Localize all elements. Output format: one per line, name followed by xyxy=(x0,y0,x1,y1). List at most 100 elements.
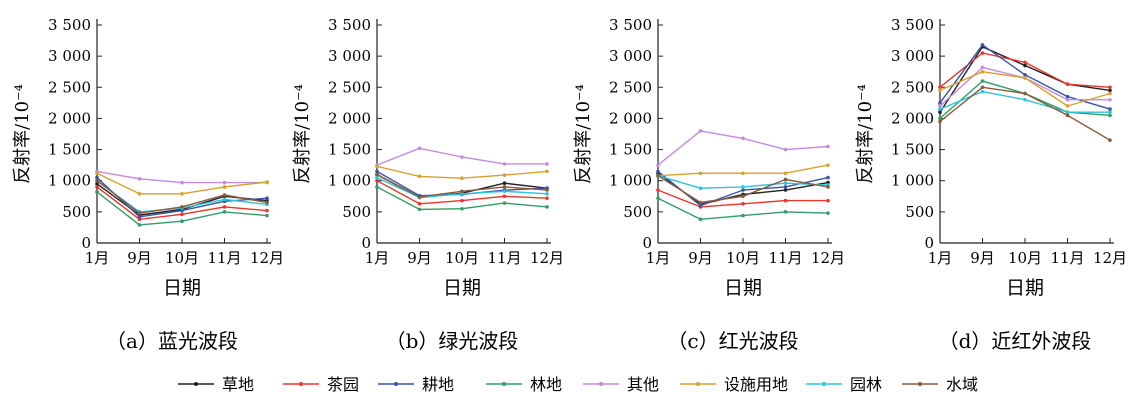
data-point xyxy=(265,213,269,218)
data-point xyxy=(656,169,660,174)
panel-caption: （a）蓝光波段 xyxy=(106,329,238,353)
chart-panel-1: 0 500 1 000 1 500 2 000 2 500 3 000 3 500 1月 9月 10… xyxy=(12,16,284,353)
x-tick-label: 1月 xyxy=(365,249,390,267)
legend-item: 草地 xyxy=(178,375,254,394)
y-tick-label: 500 xyxy=(342,203,371,221)
data-point xyxy=(980,65,985,70)
y-tick-label: 3 500 xyxy=(609,16,652,34)
data-point xyxy=(222,180,227,185)
y-tick-label: 1 500 xyxy=(891,141,934,159)
data-point xyxy=(222,197,227,202)
data-point xyxy=(783,185,788,189)
x-tick-label: 9月 xyxy=(970,249,995,267)
data-point xyxy=(375,175,379,180)
x-tick-label: 1月 xyxy=(646,249,671,267)
data-point xyxy=(180,212,184,217)
data-point xyxy=(95,190,99,194)
data-point xyxy=(1108,138,1112,143)
data-point xyxy=(545,196,549,200)
data-point xyxy=(1108,97,1112,102)
x-axis-title: 日期 xyxy=(163,277,201,299)
legend-label: 水域 xyxy=(946,375,978,394)
data-point xyxy=(783,188,788,192)
series-line-5 xyxy=(657,130,829,166)
data-point xyxy=(502,181,507,186)
data-point xyxy=(95,171,99,176)
data-point xyxy=(502,201,507,205)
legend-item: 耕地 xyxy=(378,375,454,394)
data-point xyxy=(741,171,745,176)
data-point xyxy=(1065,110,1070,114)
data-point xyxy=(502,189,507,194)
data-point xyxy=(698,186,703,190)
data-point xyxy=(460,176,464,181)
y-tick-label: 1 500 xyxy=(609,141,652,159)
legend-marker xyxy=(822,382,826,386)
y-tick-label: 2 000 xyxy=(328,109,371,127)
x-tick-label: 12月 xyxy=(811,249,845,267)
data-point xyxy=(741,194,745,199)
data-point xyxy=(1108,107,1112,111)
panel-caption: （c）红光波段 xyxy=(667,329,798,353)
data-point xyxy=(1023,76,1027,80)
data-point xyxy=(783,177,788,182)
data-point xyxy=(1023,63,1027,68)
y-tick-label: 2 000 xyxy=(609,109,652,127)
data-point xyxy=(545,191,549,196)
y-tick-label: 3 000 xyxy=(48,47,91,65)
data-point xyxy=(1023,97,1027,102)
y-tick-label: 0 xyxy=(81,234,91,252)
legend-marker xyxy=(194,382,198,386)
data-point xyxy=(1065,94,1070,99)
data-point xyxy=(938,104,942,108)
data-point xyxy=(938,110,942,114)
data-point xyxy=(417,201,422,206)
data-point xyxy=(698,203,703,208)
x-axis-title: 日期 xyxy=(1006,277,1044,299)
data-point xyxy=(938,101,942,105)
data-point xyxy=(95,185,99,189)
chart-panel-2: 0 500 1 000 1 500 2 000 2 500 3 000 3 500 1月 9月 10… xyxy=(292,16,564,353)
legend-item: 其他 xyxy=(583,375,659,394)
y-tick-label: 1 500 xyxy=(48,141,91,159)
data-point xyxy=(460,189,464,194)
y-axis-title: 反射率/10⁻⁴ xyxy=(855,84,876,184)
legend-item: 茶园 xyxy=(283,375,359,394)
legend-item: 水域 xyxy=(902,375,978,394)
x-tick-label: 11月 xyxy=(207,249,241,267)
data-point xyxy=(222,205,227,209)
data-point xyxy=(222,210,227,214)
data-point xyxy=(545,169,549,174)
legend-label: 耕地 xyxy=(422,375,454,394)
y-tick-label: 2 500 xyxy=(609,78,652,96)
data-point xyxy=(95,178,99,183)
data-point xyxy=(938,119,942,124)
y-tick-label: 2 500 xyxy=(328,78,371,96)
y-tick-label: 1 000 xyxy=(891,172,934,190)
data-point xyxy=(980,69,985,74)
data-point xyxy=(980,51,985,55)
data-point xyxy=(417,174,422,179)
data-point xyxy=(826,175,830,180)
data-point xyxy=(375,169,379,174)
x-tick-label: 9月 xyxy=(688,249,713,267)
data-point xyxy=(417,207,422,212)
data-point xyxy=(265,196,269,200)
data-point xyxy=(502,194,507,199)
y-tick-label: 1 000 xyxy=(609,172,652,190)
y-tick-label: 0 xyxy=(642,234,652,252)
data-point xyxy=(375,164,379,169)
data-point xyxy=(938,107,942,111)
y-tick-label: 3 000 xyxy=(891,47,934,65)
legend-marker xyxy=(599,382,603,386)
legend-item: 林地 xyxy=(486,375,562,394)
data-point xyxy=(938,88,942,93)
data-point xyxy=(545,162,549,166)
data-point xyxy=(95,175,99,180)
x-tick-label: 12月 xyxy=(530,249,564,267)
data-point xyxy=(545,188,549,192)
legend-item: 设施用地 xyxy=(680,375,788,394)
x-tick-label: 11月 xyxy=(487,249,521,267)
data-point xyxy=(826,180,830,185)
data-point xyxy=(265,208,269,213)
